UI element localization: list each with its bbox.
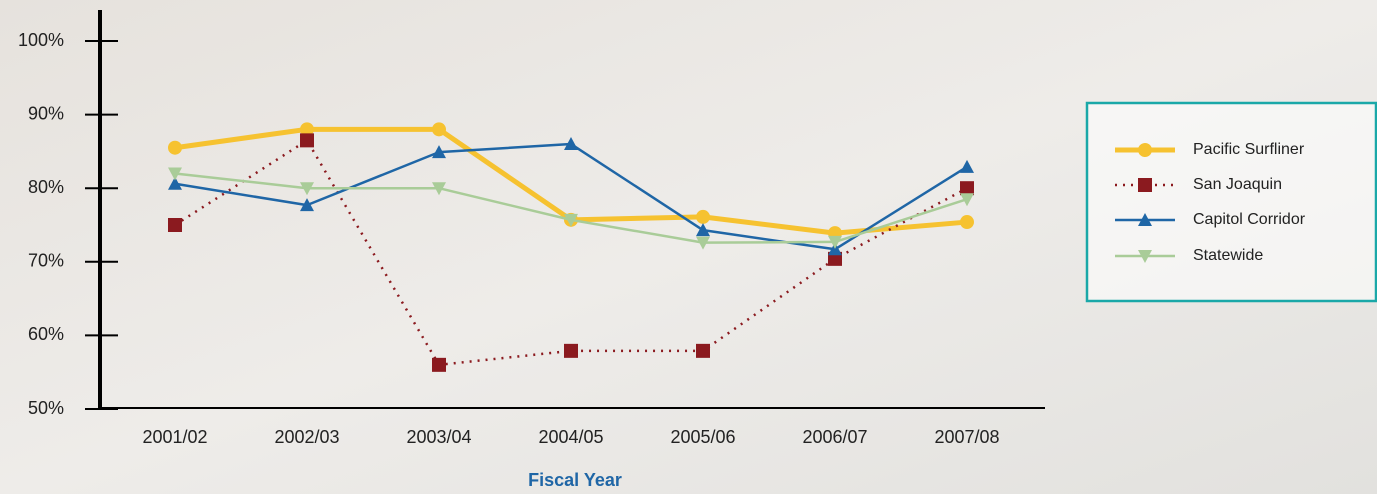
legend-marker — [1138, 250, 1152, 263]
y-tick-label: 80% — [28, 177, 64, 197]
x-tick-label: 2004/05 — [538, 427, 603, 447]
data-point — [960, 181, 974, 196]
data-point — [696, 343, 710, 358]
data-point — [564, 213, 578, 227]
data-point — [828, 235, 842, 249]
x-tick-label: 2001/02 — [142, 427, 207, 447]
data-point — [432, 182, 446, 196]
data-point — [960, 159, 974, 173]
x-tick-label: 2006/07 — [802, 427, 867, 447]
x-tick-label: 2003/04 — [406, 427, 471, 447]
y-tick-label: 50% — [28, 398, 64, 418]
data-point — [168, 176, 182, 190]
y-tick-label: 90% — [28, 103, 64, 123]
x-tick-label: 2005/06 — [670, 427, 735, 447]
legend-label: Statewide — [1193, 247, 1263, 264]
legend-box — [1085, 101, 1377, 303]
data-point — [564, 343, 578, 358]
data-point — [168, 140, 182, 155]
legend-label: Pacific Surfliner — [1193, 141, 1305, 158]
x-tick-label: 2002/03 — [274, 427, 339, 447]
y-tick-label: 100% — [18, 30, 64, 50]
data-point — [696, 223, 710, 237]
data-point — [960, 193, 974, 207]
data-point — [432, 357, 446, 372]
legend-marker — [1138, 213, 1152, 226]
x-tick-label: 2007/08 — [934, 427, 999, 447]
data-point — [828, 251, 842, 266]
data-point — [300, 182, 314, 196]
data-point — [564, 137, 578, 151]
y-tick-label: 60% — [28, 324, 64, 344]
x-axis-title: Fiscal Year — [528, 470, 622, 490]
y-tick-label: 70% — [28, 251, 64, 271]
legend-label: San Joaquin — [1193, 176, 1282, 193]
legend-marker — [1138, 143, 1152, 157]
data-point — [168, 167, 182, 181]
data-point — [168, 218, 182, 232]
data-point — [696, 236, 710, 250]
data-point — [960, 215, 974, 230]
data-point — [300, 122, 314, 137]
data-point — [432, 122, 446, 137]
data-point — [696, 209, 710, 224]
legend-label: Capitol Corridor — [1193, 211, 1306, 228]
data-point — [300, 198, 314, 212]
data-point — [300, 133, 314, 148]
data-point — [432, 145, 446, 159]
legend-marker — [1138, 178, 1152, 192]
